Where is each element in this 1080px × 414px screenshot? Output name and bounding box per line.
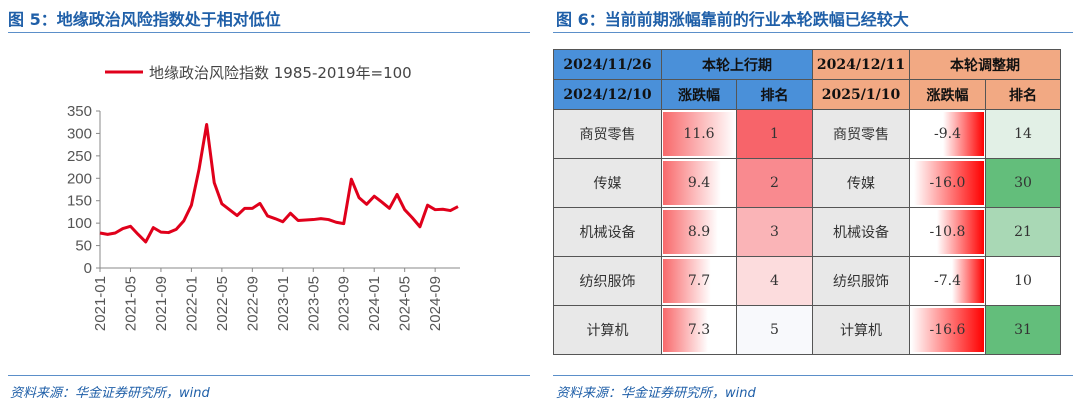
table-row: 商贸零售 11.6 1 商贸零售 -9.4 14 — [553, 109, 1061, 159]
x-tick-label: 2024-05 — [397, 276, 414, 331]
header-date-end: 2024/12/10 — [553, 79, 662, 110]
up-change-cell: 9.4 — [661, 158, 737, 208]
industry-name: 机械设备 — [553, 207, 662, 257]
down-rank: 21 — [985, 207, 1061, 257]
data-bar — [663, 210, 719, 254]
down-rank: 30 — [985, 158, 1061, 208]
x-tick-label: 2023-05 — [305, 276, 322, 331]
industry-name: 传媒 — [553, 158, 662, 208]
industry-name: 机械设备 — [812, 207, 910, 257]
header-rank2: 排名 — [985, 79, 1061, 110]
header-up-period: 本轮上行期 — [661, 49, 813, 80]
up-change-value: 9.4 — [687, 175, 711, 191]
x-tick-label: 2022-09 — [244, 276, 261, 331]
table-row: 传媒 9.4 2 传媒 -16.0 30 — [553, 158, 1061, 208]
header-date-start2: 2024/12/11 — [812, 49, 910, 80]
y-tick-label: 250 — [67, 148, 92, 165]
y-tick-label: 100 — [67, 215, 92, 232]
down-change-cell: -16.0 — [909, 158, 986, 208]
table-row: 计算机 7.3 5 计算机 -16.6 31 — [553, 305, 1061, 355]
up-change-value: 11.6 — [683, 126, 715, 142]
header-change2: 涨跌幅 — [909, 79, 986, 110]
industry-name: 商贸零售 — [553, 109, 662, 159]
header-change: 涨跌幅 — [661, 79, 737, 110]
x-tick-label: 2021-01 — [92, 276, 109, 331]
x-tick-label: 2024-01 — [366, 276, 383, 331]
up-rank: 5 — [736, 305, 813, 355]
data-bar — [951, 259, 984, 303]
series-line — [99, 122, 459, 244]
down-change-cell: -9.4 — [909, 109, 986, 159]
up-rank: 1 — [736, 109, 813, 159]
right-figure-title: 图 6：当前前期涨幅靠前的行业本轮跌幅已经较大 — [556, 10, 909, 29]
industry-name: 计算机 — [553, 305, 662, 355]
industry-name: 纺织服饰 — [553, 256, 662, 306]
x-tick-label: 2024-09 — [427, 276, 444, 331]
x-tick-label: 2022-05 — [214, 276, 231, 331]
up-change-value: 7.3 — [687, 322, 711, 338]
up-change-cell: 8.9 — [661, 207, 737, 257]
down-change-value: -7.4 — [934, 273, 961, 289]
header-date-end2: 2025/1/10 — [812, 79, 910, 110]
industry-name: 计算机 — [812, 305, 910, 355]
y-tick-label: 150 — [67, 193, 92, 210]
down-change-value: -16.6 — [929, 322, 966, 338]
down-rank: 31 — [985, 305, 1061, 355]
down-change-value: -10.8 — [929, 224, 966, 240]
header-rank: 排名 — [736, 79, 813, 110]
x-tick-label: 2023-01 — [275, 276, 292, 331]
down-change-cell: -7.4 — [909, 256, 986, 306]
up-change-value: 7.7 — [687, 273, 711, 289]
down-rank: 10 — [985, 256, 1061, 306]
divider — [8, 375, 530, 376]
x-tick-label: 2021-09 — [153, 276, 170, 331]
data-bar — [663, 259, 711, 303]
data-bar — [663, 112, 735, 156]
up-change-cell: 7.7 — [661, 256, 737, 306]
industry-name: 传媒 — [812, 158, 910, 208]
industry-name: 商贸零售 — [812, 109, 910, 159]
line-chart: 0 50 100 150 200 250 300 350 2021-01 2021-05 2021-… — [67, 64, 460, 331]
down-change-value: -9.4 — [934, 126, 961, 142]
down-change-cell: -16.6 — [909, 305, 986, 355]
industry-table: 2024/11/26 本轮上行期 2024/12/11 本轮调整期 2024/1… — [553, 49, 1061, 355]
y-tick-label: 300 — [67, 125, 92, 142]
x-tick-label: 2021-05 — [122, 276, 139, 331]
data-bar — [913, 161, 984, 205]
divider — [553, 375, 1073, 376]
up-change-cell: 7.3 — [661, 305, 737, 355]
up-rank: 4 — [736, 256, 813, 306]
data-bar — [911, 308, 984, 352]
x-tick-label: 2023-09 — [336, 276, 353, 331]
header-adjust-period: 本轮调整期 — [909, 49, 1061, 80]
left-figure-title: 图 5：地缘政治风险指数处于相对低位 — [8, 10, 281, 29]
y-tick-label: 50 — [75, 238, 92, 255]
industry-name: 纺织服饰 — [812, 256, 910, 306]
data-bar — [936, 210, 984, 254]
up-rank: 2 — [736, 158, 813, 208]
table-row: 纺织服饰 7.7 4 纺织服饰 -7.4 10 — [553, 256, 1061, 306]
up-change-cell: 11.6 — [661, 109, 737, 159]
x-tick-label: 2022-01 — [183, 276, 200, 331]
y-tick-label: 0 — [84, 260, 92, 277]
left-source: 资料来源：华金证券研究所，wind — [10, 386, 210, 401]
down-change-value: -16.0 — [929, 175, 966, 191]
up-rank: 3 — [736, 207, 813, 257]
data-bar — [663, 308, 709, 352]
y-tick-label: 350 — [67, 103, 92, 120]
data-bar — [663, 161, 722, 205]
data-bar — [942, 112, 984, 156]
divider — [8, 32, 530, 33]
y-tick-label: 200 — [67, 170, 92, 187]
table-row: 机械设备 8.9 3 机械设备 -10.8 21 — [553, 207, 1061, 257]
up-change-value: 8.9 — [687, 224, 711, 240]
header-date-start: 2024/11/26 — [553, 49, 662, 80]
down-rank: 14 — [985, 109, 1061, 159]
right-source: 资料来源：华金证券研究所，wind — [556, 386, 756, 401]
down-change-cell: -10.8 — [909, 207, 986, 257]
legend-label: 地缘政治风险指数 1985-2019年=100 — [149, 64, 412, 82]
divider — [553, 32, 1073, 33]
